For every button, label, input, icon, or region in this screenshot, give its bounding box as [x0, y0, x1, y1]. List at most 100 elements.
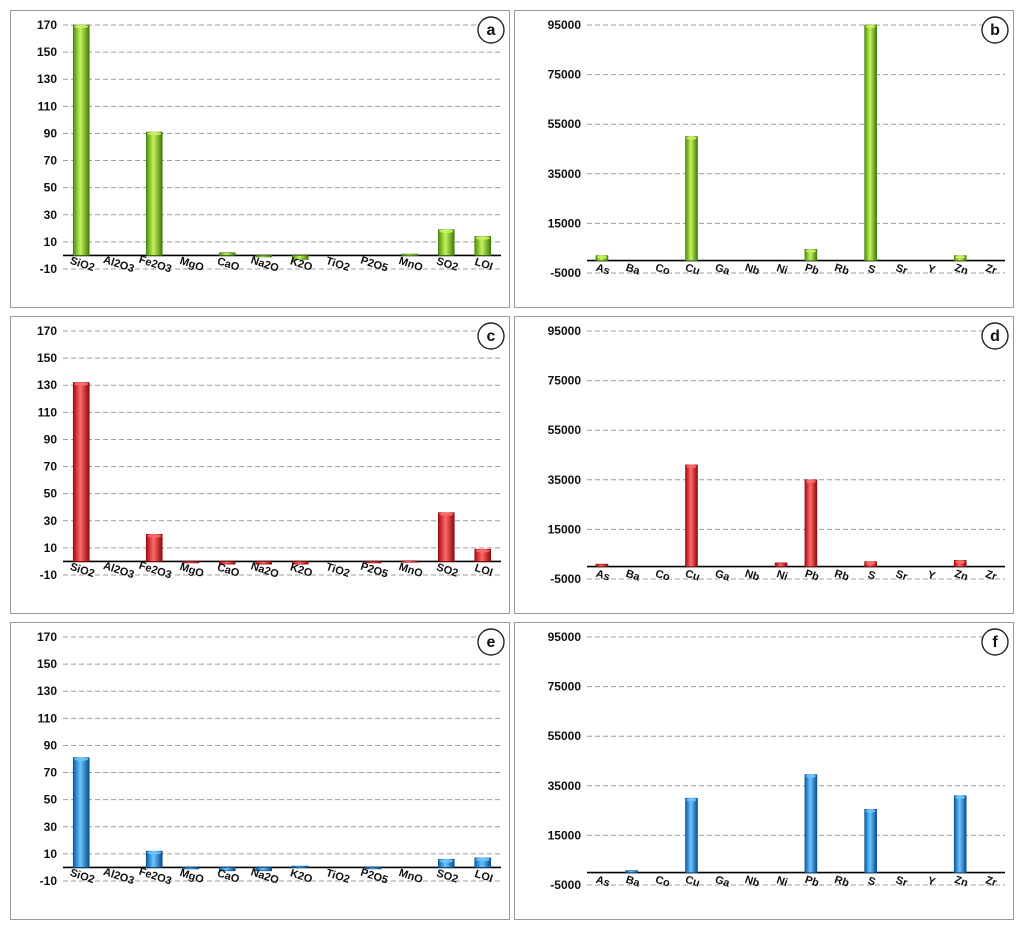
x-tick-label: Sr — [894, 568, 909, 583]
chart-b-svg: -5000 15000 35000 55000 75000 95000 As Ba Co Cu Ga… — [548, 16, 1009, 280]
y-tick-label: 10 — [44, 541, 58, 555]
bar-cao — [218, 867, 236, 872]
panel-letter: c — [487, 328, 496, 345]
y-tick-label: 170 — [37, 324, 57, 338]
y-tick-label: 35000 — [548, 167, 582, 181]
x-tick-label: TiO2 — [324, 867, 351, 886]
x-tick-label: CaO — [216, 255, 242, 274]
bar-cap — [955, 255, 966, 259]
y-tick-label: 130 — [37, 72, 57, 86]
y-tick-label: 55000 — [548, 117, 582, 131]
x-tick-label: Ga — [713, 874, 732, 890]
x-tick-label: Pb — [803, 874, 820, 890]
y-tick-label: 95000 — [548, 324, 582, 338]
x-tick-label: Rb — [833, 262, 851, 278]
bar-cap — [805, 249, 816, 253]
x-tick-label: S — [866, 569, 877, 583]
panel-letter-circle — [477, 16, 505, 44]
x-tick-label: LOI — [473, 868, 494, 885]
y-tick-label: 95000 — [548, 18, 582, 32]
x-tick-label: As — [594, 262, 611, 278]
y-tick-label: -10 — [40, 874, 58, 888]
bar-cap — [147, 850, 162, 855]
x-tick-label: Rb — [833, 874, 851, 890]
bar-ba — [625, 870, 639, 873]
bar-cap — [475, 857, 490, 862]
y-tick-label: 15000 — [548, 522, 582, 536]
x-tick-label: Ni — [775, 874, 789, 889]
x-tick-label: Nb — [743, 262, 761, 278]
y-tick-label: 55000 — [548, 423, 582, 437]
bar-fe2o3 — [145, 131, 163, 256]
x-tick-label: Al2O3 — [102, 866, 136, 887]
x-tick-label: MgO — [178, 255, 205, 274]
x-tick-label: SO2 — [435, 867, 460, 885]
x-tick-label: Cu — [684, 874, 702, 890]
bar-cap — [74, 757, 89, 761]
x-tick-label: Y — [926, 569, 937, 583]
bar-cao — [218, 252, 236, 256]
x-tick-label: LOI — [473, 256, 494, 273]
bar-sio2 — [72, 24, 90, 256]
x-tick-label: Fe2O3 — [137, 866, 173, 888]
bar-cu — [685, 464, 698, 567]
bar-cap — [805, 774, 816, 778]
y-tick-label: 75000 — [548, 68, 582, 82]
y-tick-label: 130 — [37, 378, 57, 392]
chart-panel-f: -5000 15000 35000 55000 75000 95000 As Ba Co Cu Ga… — [514, 622, 1014, 920]
chart-panel-d: -5000 15000 35000 55000 75000 95000 As Ba Co Cu Ga… — [514, 316, 1014, 614]
bar-mno — [401, 560, 419, 563]
bar-mgo — [182, 867, 200, 870]
bar-cap — [686, 464, 697, 469]
bar-p2o5 — [364, 867, 382, 870]
y-tick-label: 110 — [38, 405, 58, 419]
x-tick-label: Cu — [684, 262, 702, 278]
x-tick-label: Pb — [803, 262, 820, 278]
bar-cap — [955, 795, 966, 800]
x-tick-label: Sr — [894, 262, 909, 277]
x-tick-label: K2O — [289, 255, 315, 274]
bar-sio2 — [72, 382, 90, 562]
bar-sio2 — [72, 757, 90, 868]
x-tick-label: MnO — [397, 561, 424, 580]
y-tick-label: 70 — [44, 460, 58, 474]
panel-letter-circle — [981, 628, 1009, 656]
chart-e-svg: -10 10 30 50 70 90 110 130 150 170 SiO2 Al2O3 Fe2O3 M… — [37, 628, 505, 888]
bar-na2o — [255, 255, 273, 258]
x-tick-label: Na2O — [249, 560, 280, 580]
y-tick-label: 30 — [44, 208, 58, 222]
bar-cap — [74, 24, 89, 29]
x-tick-label: As — [594, 874, 611, 890]
y-tick-label: 70 — [44, 766, 58, 780]
bar-cap — [475, 236, 490, 240]
y-tick-label: 110 — [38, 711, 58, 725]
y-tick-label: 150 — [37, 351, 57, 365]
bar-k2o — [291, 255, 309, 260]
bar-cap — [74, 382, 89, 386]
bar-cap — [686, 797, 697, 802]
x-tick-label: Ga — [713, 568, 732, 584]
x-tick-label: MgO — [178, 561, 205, 580]
x-tick-label: Fe2O3 — [137, 560, 173, 582]
x-tick-label: Ba — [624, 262, 642, 278]
x-tick-label: P2O5 — [359, 255, 389, 275]
bar-cu — [685, 797, 698, 873]
y-tick-label: 150 — [37, 657, 57, 671]
y-tick-label: 130 — [37, 684, 57, 698]
bar-cap — [439, 229, 454, 233]
bar-mgo — [182, 561, 200, 564]
y-tick-label: 75000 — [548, 374, 582, 388]
bar-as — [595, 563, 609, 567]
x-tick-label: Fe2O3 — [137, 254, 173, 276]
bar-cap — [147, 534, 162, 538]
x-tick-label: TiO2 — [324, 561, 351, 580]
x-tick-label: MgO — [178, 867, 205, 886]
x-tick-label: SiO2 — [68, 255, 96, 274]
y-tick-label: 110 — [38, 99, 58, 113]
chart-d-svg: -5000 15000 35000 55000 75000 95000 As Ba Co Cu Ga… — [548, 322, 1009, 586]
x-tick-label: MnO — [397, 867, 424, 886]
x-tick-label: Ni — [775, 262, 789, 277]
y-tick-label: 75000 — [548, 680, 582, 694]
x-tick-label: Zr — [984, 874, 999, 889]
x-tick-label: SO2 — [435, 561, 460, 579]
